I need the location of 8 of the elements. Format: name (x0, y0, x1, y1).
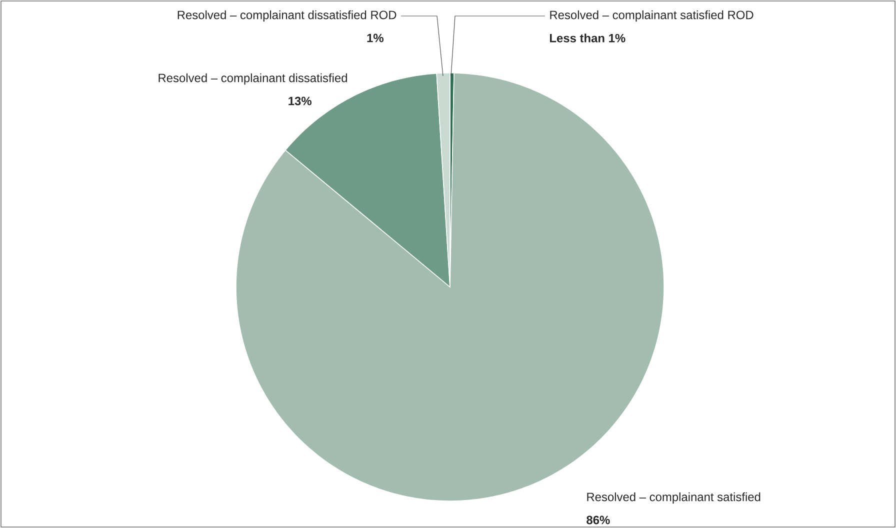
data-label: 86% (586, 516, 610, 524)
data-label: 1% (367, 34, 384, 42)
slice-label: Resolved – complainant dissatisfied (158, 73, 347, 85)
data-label: 13% (288, 96, 312, 106)
data-label: Less than 1% (550, 34, 626, 42)
slice-label: Resolved – complainant dissatisfied ROD (178, 10, 396, 22)
slice-label: Resolved – complainant satisfied ROD (550, 10, 754, 22)
slice-label: Resolved – complainant satisfied (587, 492, 760, 504)
